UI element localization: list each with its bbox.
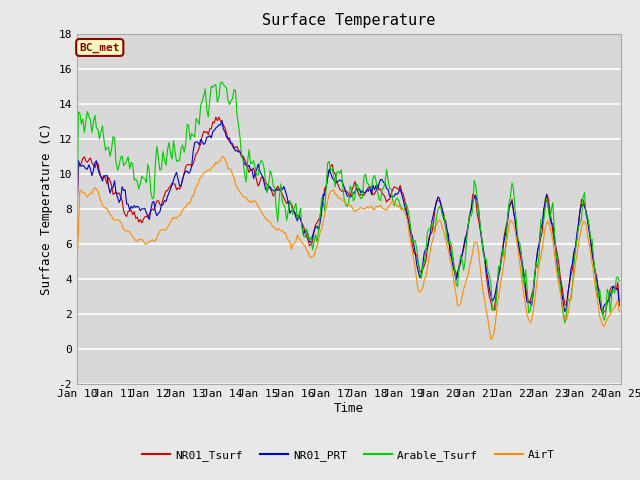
Arable_Tsurf	[561, 320, 569, 326]
NR01_PRT	[254, 161, 262, 167]
NR01_Tsurf	[264, 181, 271, 187]
AirT	[73, 268, 81, 274]
Title: Surface Temperature: Surface Temperature	[262, 13, 435, 28]
Arable_Tsurf	[588, 236, 596, 242]
NR01_PRT	[140, 206, 147, 212]
NR01_PRT	[616, 302, 623, 308]
NR01_PRT	[218, 118, 226, 123]
AirT	[140, 238, 147, 243]
NR01_PRT	[588, 248, 596, 253]
AirT	[254, 204, 262, 209]
NR01_Tsurf	[599, 312, 607, 318]
NR01_PRT	[236, 149, 244, 155]
NR01_Tsurf	[140, 216, 147, 222]
AirT	[312, 247, 319, 253]
Arable_Tsurf	[73, 238, 81, 243]
Arable_Tsurf	[218, 79, 226, 85]
AirT	[588, 261, 596, 266]
NR01_Tsurf	[587, 237, 595, 243]
NR01_PRT	[561, 309, 569, 314]
AirT	[616, 309, 623, 314]
Arable_Tsurf	[140, 175, 147, 181]
NR01_Tsurf	[254, 183, 262, 189]
Arable_Tsurf	[616, 278, 623, 284]
NR01_Tsurf	[215, 114, 223, 120]
Line: NR01_Tsurf: NR01_Tsurf	[77, 117, 620, 315]
Arable_Tsurf	[312, 232, 319, 238]
NR01_Tsurf	[312, 222, 319, 228]
AirT	[264, 217, 271, 223]
Arable_Tsurf	[264, 190, 271, 195]
Y-axis label: Surface Temperature (C): Surface Temperature (C)	[40, 122, 53, 295]
Legend: NR01_Tsurf, NR01_PRT, Arable_Tsurf, AirT: NR01_Tsurf, NR01_PRT, Arable_Tsurf, AirT	[138, 445, 559, 466]
Line: AirT: AirT	[77, 156, 620, 339]
X-axis label: Time: Time	[334, 402, 364, 415]
NR01_Tsurf	[236, 149, 244, 155]
Text: BC_met: BC_met	[79, 42, 120, 53]
NR01_PRT	[264, 188, 271, 194]
AirT	[220, 154, 227, 159]
AirT	[487, 336, 495, 342]
Line: NR01_PRT: NR01_PRT	[77, 120, 620, 312]
AirT	[236, 190, 244, 195]
NR01_Tsurf	[73, 223, 81, 228]
Arable_Tsurf	[236, 134, 244, 140]
NR01_PRT	[312, 224, 319, 230]
NR01_Tsurf	[616, 299, 623, 305]
NR01_PRT	[73, 222, 81, 228]
Arable_Tsurf	[254, 172, 262, 178]
Line: Arable_Tsurf: Arable_Tsurf	[77, 82, 620, 323]
